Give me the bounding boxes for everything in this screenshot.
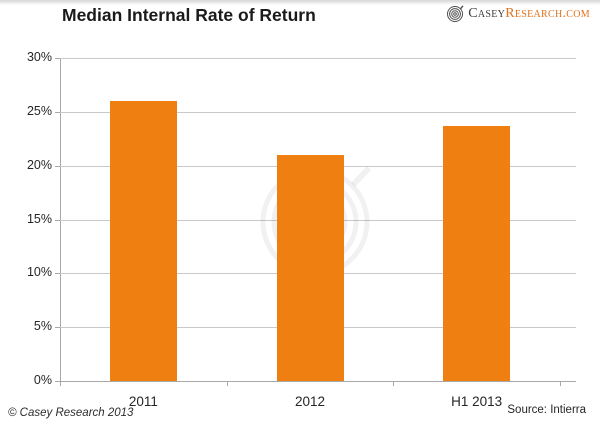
y-axis-tick: [55, 58, 60, 59]
gridline: [60, 58, 576, 59]
bar-2012: [276, 154, 344, 381]
copyright-text: © Casey Research 2013: [8, 407, 134, 419]
y-axis-tick: [55, 327, 60, 329]
casey-research-logo: CaseyResearch.com: [446, 4, 590, 23]
chart-title: Median Internal Rate of Return: [62, 5, 316, 25]
y-axis-tick: [55, 273, 60, 275]
y-axis-tick: [55, 165, 60, 167]
y-tick-label: 0%: [33, 373, 52, 387]
y-tick-label: 15%: [26, 211, 52, 226]
bar-h1-2013: [443, 125, 511, 381]
x-axis-tick: [226, 381, 228, 386]
y-tick-label: 25%: [26, 103, 52, 118]
logo-brand-primary: Casey: [468, 5, 506, 21]
gridline: [60, 111, 576, 113]
x-axis-tick: [60, 381, 61, 386]
plot-area: 30% 25% 20% 15% 10% 5% 0% 2011 2012 H1 2013: [27, 50, 576, 409]
y-tick-label: 10%: [26, 265, 52, 280]
x-axis-tick: [393, 381, 395, 386]
x-tick-label: H1 2013: [451, 394, 503, 409]
y-tick-label: 5%: [33, 319, 52, 334]
bar-2011: [109, 101, 177, 381]
logo-brand-secondary: Research.com: [505, 5, 590, 21]
swirl-logo-icon: [447, 5, 464, 22]
y-tick-label: 20%: [26, 157, 52, 172]
x-tick-label: 2011: [128, 394, 158, 409]
gridline: [60, 381, 576, 382]
y-axis-tick: [55, 111, 60, 113]
top-edge-shadow: [0, 0, 600, 5]
y-axis-tick: [55, 219, 60, 221]
y-tick-label: 30%: [26, 50, 52, 64]
logo-text: CaseyResearch.com: [468, 6, 590, 22]
source-text: Source: Intierra: [507, 404, 586, 416]
x-tick-label: 2012: [294, 394, 326, 409]
y-axis-tick: [55, 381, 60, 382]
x-axis-tick: [560, 381, 561, 386]
